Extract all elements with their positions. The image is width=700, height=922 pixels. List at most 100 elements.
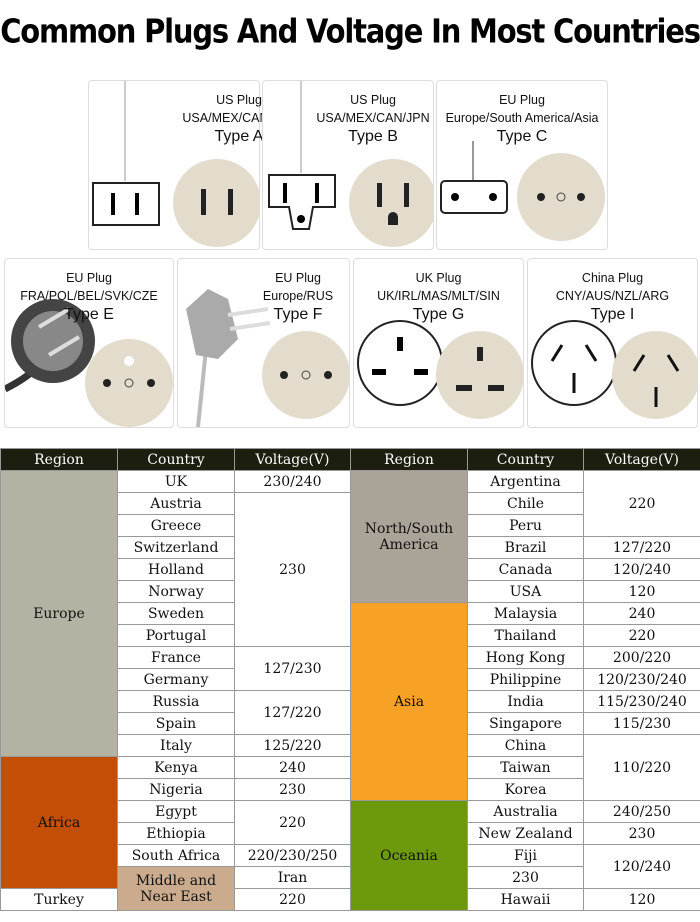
- column-header: Region: [0, 448, 118, 471]
- table-cell: Malaysia: [467, 602, 584, 625]
- table-cell: Canada: [467, 558, 584, 581]
- table-cell: Hong Kong: [467, 646, 584, 669]
- plug-countries: UK/IRL/MAS/MLT/SIN: [377, 289, 500, 303]
- plug-name: China Plug: [581, 271, 644, 285]
- plug-type: Type F: [273, 306, 323, 323]
- plug-card: China Plug CNY/AUS/NZL/ARG Type I: [527, 258, 698, 428]
- table-cell: 127/230: [234, 646, 351, 691]
- table-cell: 220: [234, 888, 351, 911]
- table-cell: 120: [583, 580, 700, 603]
- table-row: Russia 127/220 India 115/230/240: [1, 690, 700, 735]
- region-cell: Oceania: [350, 800, 468, 911]
- plug-type: Type C: [496, 128, 548, 145]
- table-cell: 125/220: [234, 734, 351, 757]
- plug-countries: FRA/POL/BEL/SVK/CZE: [20, 289, 158, 303]
- plug-card: EU Plug Europe/RUS Type F: [177, 258, 350, 428]
- plug-name: US Plug: [216, 93, 262, 107]
- table-cell: Australia: [467, 800, 584, 823]
- table-row: Sweden Asia Malaysia 240: [1, 602, 700, 801]
- table-row: Nigeria 230 Korea: [1, 778, 700, 801]
- table-cell: 115/230/240: [583, 690, 700, 713]
- table-cell: 230: [234, 778, 351, 801]
- table-cell: 127/220: [234, 690, 351, 735]
- plug-countries: USA/MEX/CAN/JPN: [316, 111, 430, 125]
- plug-name: UK Plug: [415, 271, 462, 285]
- table-cell: 220/230/250: [234, 844, 351, 867]
- table-cell: Turkey: [0, 888, 118, 911]
- table-cell: Nigeria: [117, 778, 235, 801]
- table-cell: 240/250: [583, 800, 700, 823]
- table-cell: Greece: [117, 514, 235, 537]
- table-cell: Argentina: [467, 470, 584, 493]
- table-cell: 220: [583, 624, 700, 647]
- table-cell: 120/230/240: [583, 668, 700, 691]
- table-cell: 220: [234, 800, 351, 845]
- plug-name: EU Plug: [66, 271, 112, 285]
- plug-illustration: [268, 81, 433, 247]
- table-cell: 110/220: [583, 734, 700, 801]
- table-row: Germany Philippine 120/230/240: [1, 668, 700, 691]
- voltage-table: Region Country Voltage(V) Region Country Volt…: [0, 448, 700, 911]
- table-cell: Italy: [117, 734, 235, 757]
- table-cell: 230: [467, 866, 584, 889]
- table-row: France 127/230 Hong Kong 200/220: [1, 646, 700, 691]
- plug-type: Type I: [590, 306, 635, 323]
- table-cell: Philippine: [467, 668, 584, 691]
- plug-type: Type E: [64, 306, 114, 323]
- plug-type: Type A: [214, 128, 264, 145]
- table-cell: 230/240: [234, 470, 351, 493]
- plug-name: US Plug: [350, 93, 396, 107]
- plug-type: Type G: [412, 306, 465, 323]
- table-cell: Peru: [467, 514, 584, 537]
- column-header: Region: [350, 448, 468, 471]
- table-cell: 230: [234, 492, 351, 647]
- table-cell: China: [467, 734, 584, 757]
- table-cell: 127/220: [583, 536, 700, 559]
- plug-name: EU Plug: [499, 93, 545, 107]
- table-cell: Switzerland: [117, 536, 235, 559]
- table-cell: Iran: [234, 866, 351, 889]
- table-cell: Spain: [117, 712, 235, 735]
- table-cell: Fiji: [467, 844, 584, 867]
- table-cell: 240: [583, 602, 700, 625]
- table-cell: USA: [467, 580, 584, 603]
- table-cell: Sweden: [117, 602, 235, 625]
- table-cell: UK: [117, 470, 235, 493]
- table-row: Italy 125/220 China 110/220: [1, 734, 700, 801]
- plug-illustration: [186, 289, 349, 427]
- plug-card: EU Plug Europe/South America/Asia Type C: [436, 80, 608, 250]
- table-cell: 115/230: [583, 712, 700, 735]
- table-cell: Holland: [117, 558, 235, 581]
- table-cell: Singapore: [467, 712, 584, 735]
- table-cell: Brazil: [467, 536, 584, 559]
- table-cell: Austria: [117, 492, 235, 515]
- region-cell: Middle and Near East: [117, 866, 235, 911]
- column-header: Voltage(V): [234, 448, 351, 471]
- plug-illustration: [440, 141, 605, 241]
- table-row: Africa Kenya 240 Taiwan: [0, 756, 700, 889]
- column-header: Voltage(V): [583, 448, 700, 471]
- table-cell: 120/240: [583, 844, 700, 889]
- column-header: Country: [117, 448, 235, 471]
- plug-illustration: [531, 320, 697, 419]
- plug-countries: CNY/AUS/NZL/ARG: [555, 289, 670, 303]
- table-row: Egypt 220 Oceania Australia 240/250: [1, 800, 700, 911]
- table-cell: Kenya: [117, 756, 235, 779]
- table-cell: 120: [583, 888, 700, 911]
- table-cell: Norway: [117, 580, 235, 603]
- plug-illustration: [357, 320, 523, 419]
- plug-illustration: [92, 81, 259, 247]
- table-cell: Hawaii: [467, 888, 584, 911]
- table-cell: Russia: [117, 690, 235, 713]
- plug-card: US Plug USA/MEX/CAN/JPN Type B: [262, 80, 434, 250]
- column-header: Country: [467, 448, 584, 471]
- table-cell: Egypt: [117, 800, 235, 823]
- table-cell: Korea: [467, 778, 584, 801]
- plug-countries: Europe/RUS: [262, 289, 334, 303]
- table-cell: 120/240: [583, 558, 700, 581]
- table-cell: France: [117, 646, 235, 669]
- region-cell: North/South America: [350, 470, 468, 603]
- table-row: Turkey 220 Hawaii 120: [0, 888, 700, 911]
- table-cell: Germany: [117, 668, 235, 691]
- plug-countries: Europe/South America/Asia: [445, 111, 599, 125]
